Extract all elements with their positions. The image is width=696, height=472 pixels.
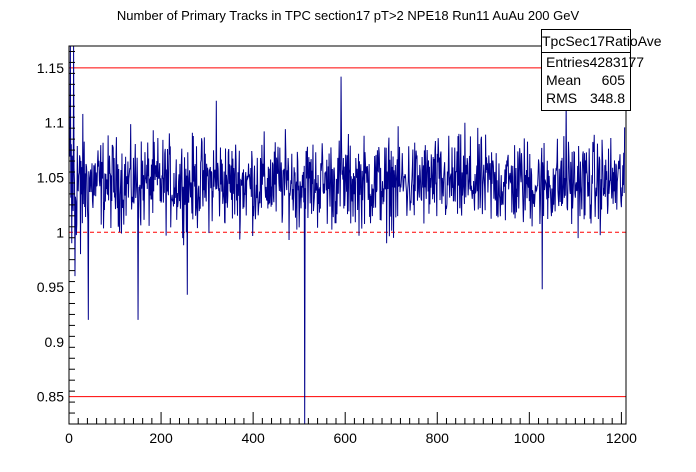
y-tick-label: 1.15 [37, 60, 64, 76]
x-tick-label: 800 [426, 430, 450, 446]
y-tick-label: 0.95 [37, 279, 64, 295]
x-axis: 0 200 400 600 800 1000 1200 [65, 412, 637, 446]
stats-value: 4283177 [589, 54, 645, 70]
y-tick-label: 0.9 [45, 334, 65, 350]
stats-label: RMS [546, 90, 578, 106]
stats-label: Mean [546, 72, 582, 88]
stats-row-rms: RMS 348.8 [542, 89, 630, 107]
x-tick-label: 200 [149, 430, 173, 446]
stats-row-mean: Mean 605 [542, 71, 630, 89]
x-tick-label: 600 [334, 430, 358, 446]
reference-lines [69, 67, 626, 398]
stats-box: TpcSec17RatioAve Entries 4283177 Mean 60… [541, 29, 662, 111]
series-line [68, 45, 626, 425]
y-tick-label: 1 [56, 224, 64, 240]
x-tick-label: 0 [65, 430, 73, 446]
stats-value: 348.8 [589, 90, 625, 106]
y-axis: 0.85 0.9 0.95 1 1.05 1.1 1.15 [37, 50, 75, 425]
x-tick-label: 1000 [514, 430, 545, 446]
x-tick-label: 400 [241, 430, 265, 446]
chart-title: Number of Primary Tracks in TPC section1… [116, 8, 580, 23]
stats-name: TpcSec17RatioAve [542, 30, 662, 53]
plot-frame [68, 45, 627, 425]
y-tick-label: 1.05 [37, 169, 64, 185]
stats-row-entries: Entries 4283177 [542, 53, 644, 71]
y-tick-label: 1.1 [45, 115, 65, 131]
stats-value: 605 [601, 72, 625, 88]
stats-label: Entries [546, 54, 590, 70]
y-tick-label: 0.85 [37, 389, 64, 405]
x-tick-label: 1200 [606, 430, 637, 446]
data-series [68, 45, 626, 425]
